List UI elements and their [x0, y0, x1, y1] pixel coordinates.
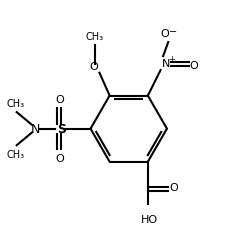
Text: CH₃: CH₃ — [85, 32, 103, 42]
Text: +: + — [167, 55, 174, 64]
Text: CH₃: CH₃ — [6, 99, 24, 109]
Text: O: O — [189, 60, 198, 70]
Text: CH₃: CH₃ — [6, 149, 24, 159]
Text: N: N — [161, 58, 170, 68]
Text: O: O — [55, 95, 64, 105]
Text: O: O — [159, 29, 168, 39]
Text: O: O — [55, 153, 64, 163]
Text: S: S — [57, 123, 65, 135]
Text: O: O — [89, 62, 98, 72]
Text: −: − — [168, 27, 177, 36]
Text: O: O — [169, 182, 177, 192]
Text: N: N — [31, 123, 40, 135]
Text: HO: HO — [140, 214, 157, 224]
